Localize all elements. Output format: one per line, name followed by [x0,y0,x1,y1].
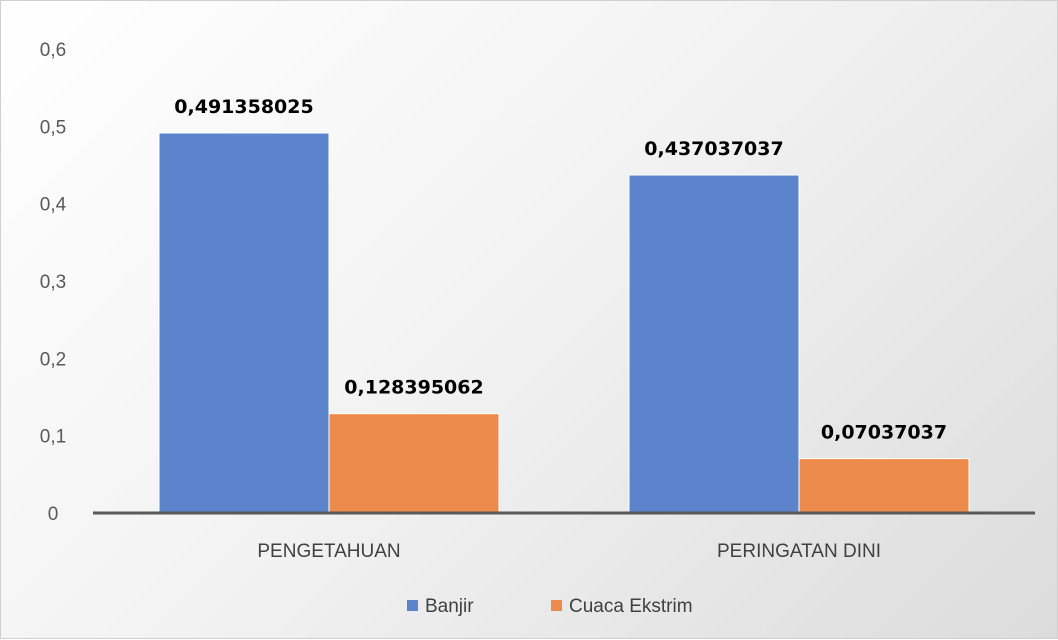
bar-cuaca-ekstrim [328,413,500,514]
data-label: 0,437037037 [644,138,783,160]
bar-banjir [628,174,800,514]
y-tick-label: 0,5 [40,117,66,138]
category-label: PENGETAHUAN [257,541,400,562]
y-tick-label: 0,4 [40,195,67,216]
category-label: PERINGATAN DINI [717,541,881,562]
y-tick-label: 0,1 [40,427,66,448]
data-label: 0,491358025 [174,96,313,118]
legend-swatch [551,600,562,611]
legend-label: Banjir [425,596,474,617]
y-tick-label: 0,3 [40,272,66,293]
data-label: 0,128395062 [344,377,483,399]
legend: Banjir Cuaca Ekstrim [407,596,693,617]
legend-label: Cuaca Ekstrim [569,596,693,617]
category-labels: PENGETAHUAN PERINGATAN DINI [257,541,881,562]
bar-banjir [158,132,330,514]
data-label: 0,07037037 [821,422,947,444]
bar-cuaca-ekstrim [798,458,970,514]
y-tick-label: 0,2 [40,349,66,370]
legend-swatch [407,600,418,611]
bars [158,132,970,514]
y-tick-label: 0 [48,504,59,525]
y-tick-label: 0,6 [40,40,66,61]
data-labels: 0,491358025 0,128395062 0,437037037 0,07037… [174,96,947,444]
y-axis-ticks: 0 0,1 0,2 0,3 0,4 0,5 0,6 [40,40,67,525]
